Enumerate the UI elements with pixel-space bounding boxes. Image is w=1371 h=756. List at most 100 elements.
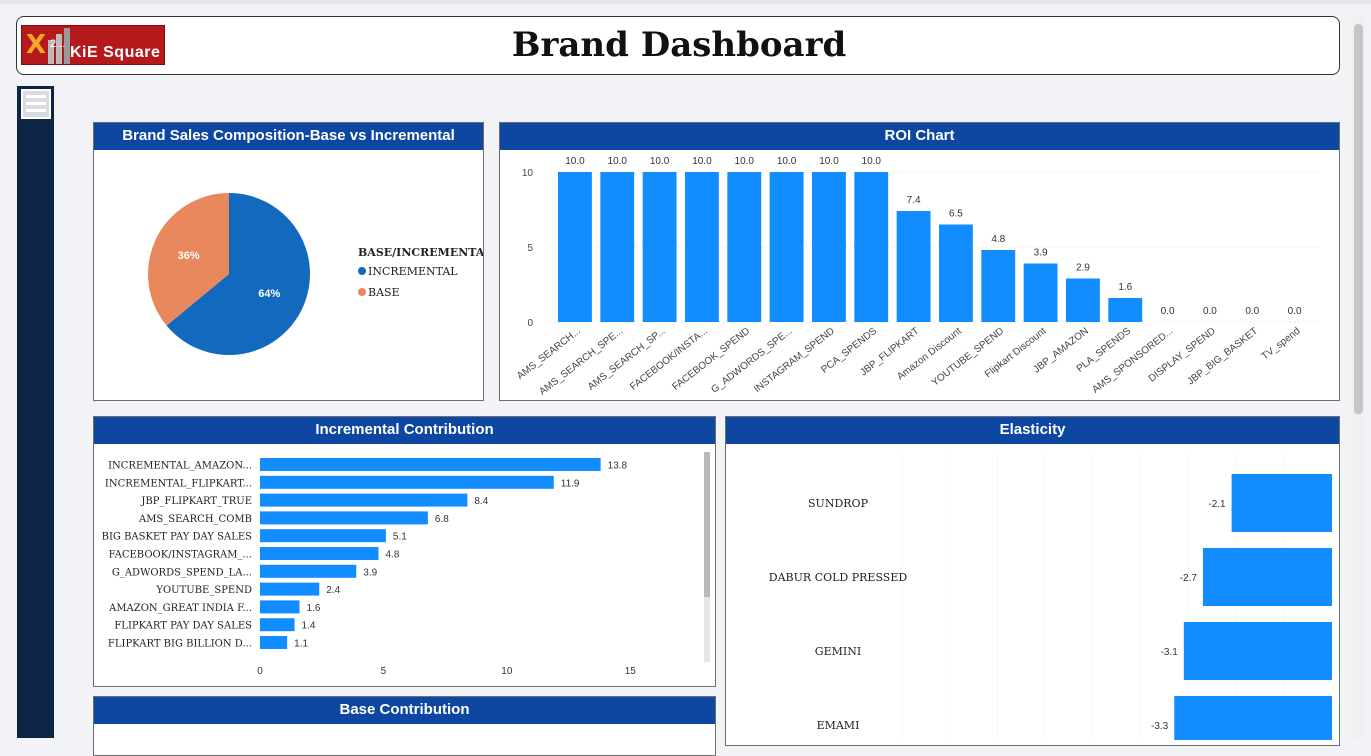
pie-slice-label: 64% bbox=[258, 288, 280, 300]
roi-data-label: 10.0 bbox=[608, 156, 628, 167]
elasticity-data-label: -3.1 bbox=[1161, 647, 1179, 658]
elasticity-category-label: SUNDROP bbox=[808, 497, 869, 510]
roi-xtick: AMS_SEARCH_SP... bbox=[586, 326, 668, 393]
base-panel: Base Contribution bbox=[93, 696, 716, 756]
roi-data-label: 1.6 bbox=[1118, 282, 1132, 293]
elasticity-chart: -2.1 SUNDROP -2.7 DABUR COLD PRESSED -3.1 GEM… bbox=[769, 452, 1332, 740]
incremental-bar bbox=[260, 475, 554, 489]
logo-brand-text: KiE Square bbox=[70, 44, 161, 61]
pie-slice-base bbox=[148, 193, 229, 326]
roi-data-label: 0.0 bbox=[1161, 306, 1175, 317]
elasticity-bar bbox=[1202, 548, 1332, 606]
roi-chart: 051010.0AMS_SEARCH...10.0AMS_SEARCH_SPE.… bbox=[515, 156, 1320, 398]
incremental-bar bbox=[260, 600, 300, 614]
roi-bar bbox=[939, 224, 973, 322]
pie-slice-label: 36% bbox=[178, 250, 200, 262]
roi-data-label: 10.0 bbox=[862, 156, 882, 167]
incremental-bar bbox=[260, 618, 295, 632]
pie-slice-incremental bbox=[166, 193, 310, 355]
elasticity-bar bbox=[1174, 696, 1332, 740]
header-bar: X 2... KiE Square Brand Dashboard bbox=[16, 16, 1340, 75]
elasticity-panel: Elasticity -2.1 SUNDROP -2.7 DABUR COLD PRE… bbox=[725, 416, 1340, 746]
elasticity-category-label: DABUR COLD PRESSED bbox=[769, 571, 908, 584]
incremental-data-label: 4.8 bbox=[385, 550, 399, 561]
logo-x-mark: X bbox=[26, 30, 47, 60]
roi-xtick: FACEBOOK_SPEND bbox=[670, 326, 752, 393]
incremental-category-label: AMAZON_GREAT INDIA F... bbox=[108, 603, 252, 614]
elasticity-data-label: -2.7 bbox=[1180, 573, 1198, 584]
incremental-bar bbox=[260, 511, 428, 525]
roi-xtick: JBP_BIG_BASKET bbox=[1185, 326, 1260, 388]
incremental-category-label: G_ADWORDS_SPEND_LA... bbox=[112, 567, 252, 578]
roi-bar bbox=[1066, 278, 1100, 322]
incremental-bar bbox=[260, 582, 320, 596]
sidebar bbox=[17, 86, 54, 738]
roi-xtick: TV_spend bbox=[1260, 326, 1303, 363]
pie-panel: Brand Sales Composition-Base vs Incremen… bbox=[93, 122, 484, 401]
incremental-bar bbox=[260, 493, 468, 507]
roi-data-label: 0.0 bbox=[1203, 306, 1217, 317]
roi-data-label: 3.9 bbox=[1034, 248, 1048, 259]
incremental-scrollbar[interactable] bbox=[704, 452, 710, 662]
roi-bar bbox=[896, 211, 931, 322]
incremental-panel-title: Incremental Contribution bbox=[94, 417, 715, 444]
elasticity-category-label: GEMINI bbox=[815, 645, 861, 658]
base-panel-title: Base Contribution bbox=[94, 697, 715, 724]
roi-xtick: AMS_SPONSORED... bbox=[1090, 326, 1175, 396]
incremental-bar bbox=[260, 529, 386, 543]
incremental-scroll-thumb[interactable] bbox=[704, 452, 710, 597]
incremental-category-label: INCREMENTAL_AMAZON... bbox=[108, 461, 252, 472]
roi-bar bbox=[1108, 298, 1143, 322]
elasticity-bar bbox=[1183, 622, 1332, 680]
roi-data-label: 7.4 bbox=[907, 195, 921, 206]
pie-panel-title: Brand Sales Composition-Base vs Incremen… bbox=[94, 123, 483, 150]
page-scrollbar[interactable] bbox=[1352, 16, 1365, 738]
pie-legend-marker bbox=[358, 288, 366, 296]
incremental-data-label: 2.4 bbox=[326, 585, 340, 596]
roi-bar bbox=[642, 172, 677, 322]
incremental-chart: 0 5 10 15 INCREMENTAL_AMAZON... 13.8 INCREMENT… bbox=[102, 458, 637, 677]
incremental-panel: Incremental Contribution 0 5 10 15 INCREMENT… bbox=[93, 416, 716, 687]
incremental-xtick: 15 bbox=[625, 666, 637, 677]
page-scroll-thumb[interactable] bbox=[1354, 24, 1363, 414]
elasticity-bar bbox=[1231, 474, 1332, 532]
incremental-data-label: 6.8 bbox=[435, 514, 449, 525]
logo-bars-icon bbox=[48, 28, 70, 64]
roi-data-label: 2.9 bbox=[1076, 263, 1090, 274]
roi-bar bbox=[1023, 263, 1058, 322]
incremental-category-label: AMS_SEARCH_COMB bbox=[138, 514, 252, 525]
incremental-data-label: 8.4 bbox=[474, 496, 488, 507]
incremental-bar bbox=[260, 564, 357, 578]
pie-chart: 64% 36% BASE/INCREMENTAL INCREMENTAL BASE bbox=[148, 193, 483, 355]
roi-bar bbox=[600, 172, 635, 322]
roi-data-label: 10.0 bbox=[692, 156, 712, 167]
incremental-xtick: 0 bbox=[257, 666, 263, 677]
browser-top-strip bbox=[0, 0, 1371, 4]
pie-legend-item: BASE bbox=[368, 286, 400, 299]
logo-small-text: 2... bbox=[50, 38, 66, 50]
incremental-category-label: INCREMENTAL_FLIPKART... bbox=[105, 478, 252, 489]
roi-ytick: 5 bbox=[527, 243, 533, 254]
incremental-category-label: FACEBOOK/INSTAGRAM_... bbox=[109, 550, 252, 561]
incremental-category-label: BIG BASKET PAY DAY SALES bbox=[102, 532, 253, 543]
roi-data-label: 10.0 bbox=[565, 156, 585, 167]
roi-data-label: 10.0 bbox=[819, 156, 839, 167]
kie-square-logo[interactable]: X 2... KiE Square bbox=[21, 25, 165, 65]
roi-bar bbox=[812, 172, 846, 322]
hamburger-menu-icon[interactable] bbox=[21, 89, 51, 119]
roi-xtick: YOUTUBE_SPEND bbox=[930, 326, 1006, 389]
page-title: Brand Dashboard bbox=[511, 25, 847, 65]
pie-legend-title: BASE/INCREMENTAL bbox=[358, 246, 483, 259]
roi-data-label: 0.0 bbox=[1245, 306, 1259, 317]
roi-data-label: 4.8 bbox=[991, 234, 1005, 245]
roi-data-label: 0.0 bbox=[1288, 306, 1302, 317]
roi-xtick: FACEBOOK/INSTA... bbox=[628, 326, 710, 393]
elasticity-data-label: -2.1 bbox=[1208, 499, 1226, 510]
roi-bar bbox=[769, 172, 804, 322]
pie-legend-item: INCREMENTAL bbox=[368, 265, 458, 278]
roi-data-label: 10.0 bbox=[777, 156, 797, 167]
incremental-category-label: YOUTUBE_SPEND bbox=[155, 585, 252, 596]
elasticity-panel-title: Elasticity bbox=[726, 417, 1339, 444]
incremental-category-label: FLIPKART BIG BILLION D... bbox=[108, 639, 252, 650]
